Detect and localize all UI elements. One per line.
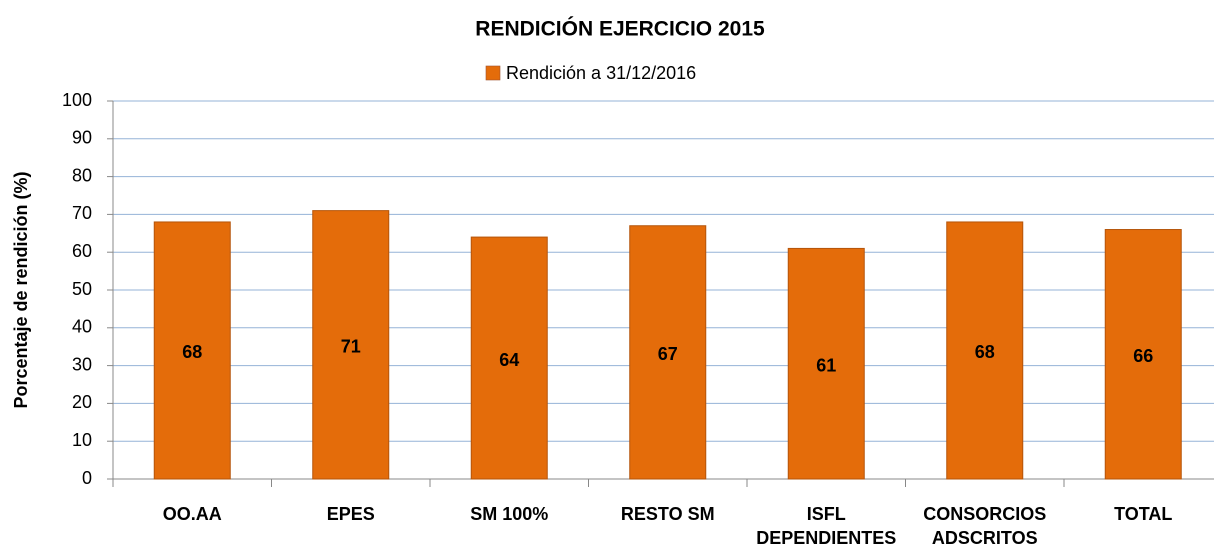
data-label: 68 [975, 342, 995, 362]
bar [629, 225, 707, 480]
data-label: 68 [182, 342, 202, 362]
y-axis-title: Porcentaje de rendición (%) [11, 171, 31, 408]
data-label: 61 [816, 355, 836, 375]
bar [946, 221, 1024, 480]
data-label: 67 [658, 344, 678, 364]
y-tick-label: 80 [72, 165, 92, 185]
legend-swatch [485, 65, 501, 81]
data-label: 64 [499, 350, 519, 370]
legend-label: Rendición a 31/12/2016 [506, 63, 696, 83]
y-tick-label: 90 [72, 128, 92, 148]
y-tick-label: 10 [72, 430, 92, 450]
bar [470, 236, 548, 480]
x-tick-label: OO.AA [163, 504, 222, 524]
x-tick-label: SM 100% [470, 504, 548, 524]
bar [312, 210, 390, 480]
x-tick-label: CONSORCIOS ADSCRITOS [923, 504, 1046, 548]
x-tick-label: TOTAL [1114, 504, 1172, 524]
y-tick-label: 100 [62, 90, 92, 110]
x-tick-label: EPES [327, 504, 375, 524]
data-label: 71 [341, 337, 361, 357]
y-tick-label: 30 [72, 354, 92, 374]
x-tick-label: RESTO SM [621, 504, 715, 524]
y-tick-label: 60 [72, 241, 92, 261]
bar [153, 221, 231, 480]
x-tick-label: ISFL DEPENDIENTES [756, 504, 896, 548]
data-label: 66 [1133, 346, 1153, 366]
chart-title: RENDICIÓN EJERCICIO 2015 [475, 17, 765, 41]
y-tick-label: 0 [82, 468, 92, 488]
bar [1104, 229, 1182, 480]
y-tick-label: 50 [72, 279, 92, 299]
y-tick-label: 20 [72, 392, 92, 412]
bar [787, 247, 865, 480]
y-tick-label: 40 [72, 317, 92, 337]
y-tick-label: 70 [72, 203, 92, 223]
